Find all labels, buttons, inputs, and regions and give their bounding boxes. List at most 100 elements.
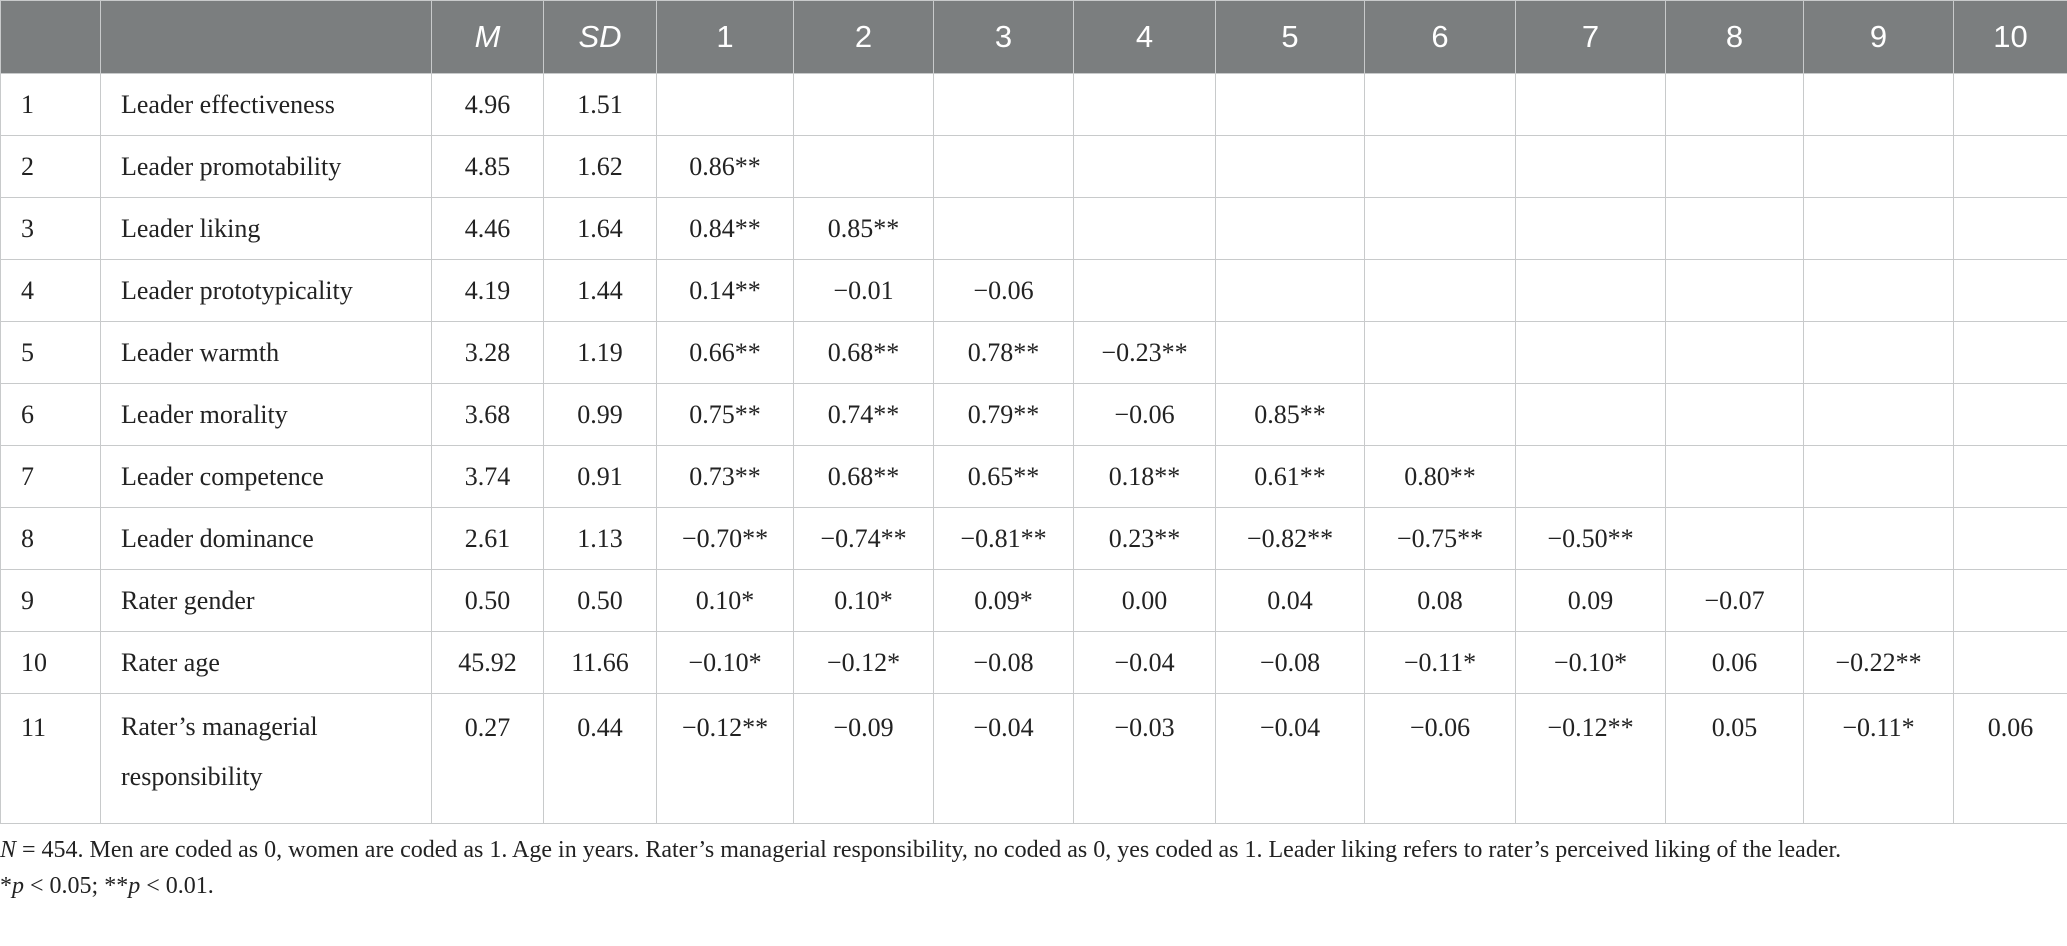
- mean-cell: 0.50: [431, 569, 544, 632]
- row-index-cell: 11: [0, 693, 101, 824]
- correlation-cell: [1515, 321, 1666, 384]
- correlation-cell: [1515, 135, 1666, 198]
- header-cell: M: [431, 0, 544, 74]
- correlation-cell: 0.04: [1215, 569, 1365, 632]
- correlation-cell: [1364, 135, 1516, 198]
- correlation-cell: [1215, 259, 1365, 322]
- sd-cell: 1.19: [543, 321, 657, 384]
- correlation-cell: −0.08: [933, 631, 1074, 694]
- header-blank-cell: [100, 0, 432, 74]
- correlation-cell: −0.09: [793, 693, 934, 824]
- correlation-cell: [793, 135, 934, 198]
- correlation-cell: −0.06: [1073, 383, 1216, 446]
- correlation-cell: −0.81**: [933, 507, 1074, 570]
- variable-name-cell: Leader dominance: [100, 507, 432, 570]
- header-cell: 7: [1515, 0, 1666, 74]
- correlation-cell: −0.06: [1364, 693, 1516, 824]
- header-row: M SD 1 2 3 4 5 6 7 8 9 10: [0, 0, 2067, 74]
- mean-cell: 45.92: [431, 631, 544, 694]
- correlation-cell: 0.65**: [933, 445, 1074, 508]
- correlation-cell: −0.04: [1215, 693, 1365, 824]
- footnote-description: = 454. Men are coded as 0, women are cod…: [16, 837, 1842, 863]
- correlation-cell: −0.08: [1215, 631, 1365, 694]
- correlation-cell: 0.10*: [656, 569, 794, 632]
- correlation-cell: [1665, 445, 1804, 508]
- row-index-cell: 6: [0, 383, 101, 446]
- correlation-cell: [1953, 135, 2067, 198]
- correlation-cell: [933, 197, 1074, 260]
- row-index-cell: 9: [0, 569, 101, 632]
- correlation-cell: [1364, 383, 1516, 446]
- correlation-cell: [1364, 197, 1516, 260]
- correlation-cell: 0.18**: [1073, 445, 1216, 508]
- mean-cell: 0.27: [431, 693, 544, 824]
- variable-name-cell: Leader liking: [100, 197, 432, 260]
- footnote-line-2: *p < 0.05; **p < 0.01.: [0, 868, 1841, 904]
- correlation-cell: [1665, 73, 1804, 136]
- correlation-cell: [1803, 135, 1954, 198]
- correlation-cell: [1364, 73, 1516, 136]
- table-row: 5 Leader warmth 3.28 1.19 0.66** 0.68** 0.78**…: [0, 321, 2067, 384]
- correlation-cell: 0.79**: [933, 383, 1074, 446]
- correlation-cell: −0.12**: [656, 693, 794, 824]
- correlation-cell: [1803, 383, 1954, 446]
- mean-cell: 4.46: [431, 197, 544, 260]
- variable-name-cell: Leader prototypicality: [100, 259, 432, 322]
- table-row: 10 Rater age 45.92 11.66 −0.10* −0.12* −0.08 −0…: [0, 631, 2067, 694]
- header-cell: 8: [1665, 0, 1804, 74]
- variable-name-cell: Rater age: [100, 631, 432, 694]
- correlation-cell: 0.75**: [656, 383, 794, 446]
- correlation-cell: [1953, 197, 2067, 260]
- correlation-cell: [1953, 73, 2067, 136]
- correlation-cell: 0.61**: [1215, 445, 1365, 508]
- correlation-cell: −0.06: [933, 259, 1074, 322]
- header-cell: 6: [1364, 0, 1516, 74]
- correlation-cell: [1803, 507, 1954, 570]
- correlation-cell: 0.86**: [656, 135, 794, 198]
- correlation-cell: [1665, 259, 1804, 322]
- header-cell: 1: [656, 0, 794, 74]
- footnote-sig-2: < 0.01.: [140, 873, 214, 899]
- sd-cell: 1.64: [543, 197, 657, 260]
- header-cell: 5: [1215, 0, 1365, 74]
- header-cell: 9: [1803, 0, 1954, 74]
- correlation-cell: 0.05: [1665, 693, 1804, 824]
- footnote-line-1: N = 454. Men are coded as 0, women are c…: [0, 832, 1841, 868]
- correlation-cell: [1073, 197, 1216, 260]
- variable-name-cell: Leader competence: [100, 445, 432, 508]
- table-row: 7 Leader competence 3.74 0.91 0.73** 0.68** 0.…: [0, 445, 2067, 508]
- correlation-cell: [1803, 197, 1954, 260]
- sd-cell: 0.91: [543, 445, 657, 508]
- table-row: 2 Leader promotability 4.85 1.62 0.86**: [0, 135, 2067, 198]
- correlation-cell: [1364, 259, 1516, 322]
- correlation-cell: −0.75**: [1364, 507, 1516, 570]
- correlation-cell: [1364, 321, 1516, 384]
- correlation-cell: −0.23**: [1073, 321, 1216, 384]
- correlation-cell: 0.06: [1665, 631, 1804, 694]
- variable-name-cell: Leader warmth: [100, 321, 432, 384]
- variable-name-cell: Leader promotability: [100, 135, 432, 198]
- correlation-cell: [1515, 445, 1666, 508]
- correlation-cell: 0.09: [1515, 569, 1666, 632]
- footnote-star-2: **: [104, 873, 129, 899]
- correlation-cell: [1953, 569, 2067, 632]
- table-header: M SD 1 2 3 4 5 6 7 8 9 10: [0, 0, 2067, 74]
- correlation-cell: 0.74**: [793, 383, 934, 446]
- correlation-cell: [1515, 383, 1666, 446]
- correlation-cell: [1073, 135, 1216, 198]
- correlation-cell: [1215, 197, 1365, 260]
- sd-cell: 0.50: [543, 569, 657, 632]
- correlation-cell: [1073, 259, 1216, 322]
- footnote-p-1: p: [12, 873, 24, 899]
- correlation-cell: 0.85**: [1215, 383, 1365, 446]
- correlation-cell: [1665, 507, 1804, 570]
- mean-cell: 3.28: [431, 321, 544, 384]
- correlation-cell: −0.12**: [1515, 693, 1666, 824]
- correlation-cell: [1803, 321, 1954, 384]
- correlation-cell: [1073, 73, 1216, 136]
- correlation-cell: −0.03: [1073, 693, 1216, 824]
- footnote-n-label: N: [0, 837, 17, 863]
- correlation-cell: [1803, 569, 1954, 632]
- mean-cell: 2.61: [431, 507, 544, 570]
- correlation-cell: [933, 135, 1074, 198]
